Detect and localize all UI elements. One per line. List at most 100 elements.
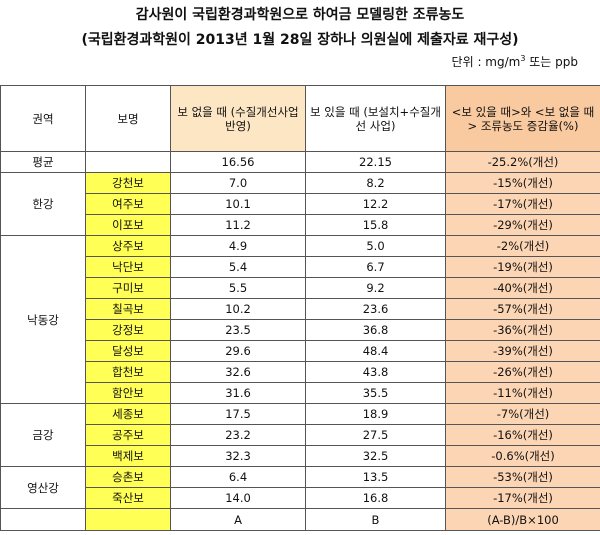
- value-cell: 43.8: [305, 361, 446, 383]
- weir-name: 백제보: [85, 445, 171, 467]
- value-cell: 16.56: [170, 151, 306, 173]
- weir-name: 죽산보: [85, 487, 171, 509]
- value-cell: -17%(개선): [445, 193, 600, 215]
- data-row: 달성보 29.6 48.4 -39%(개선): [1, 340, 600, 362]
- weir-name: 세종보: [85, 403, 171, 425]
- data-row: 강정보 23.5 36.8 -36%(개선): [1, 319, 600, 341]
- data-row: 함안보 31.6 35.5 -11%(개선): [1, 382, 600, 404]
- value-cell: 9.2: [305, 277, 446, 299]
- value-cell: -53%(개선): [445, 466, 600, 488]
- value-cell: 7.0: [170, 172, 306, 194]
- header-cell: 보명: [85, 85, 171, 152]
- value-cell: -17%(개선): [445, 487, 600, 509]
- value-cell: -25.2%(개선): [445, 151, 600, 173]
- value-cell: -11%(개선): [445, 382, 600, 404]
- formula-cell: A: [170, 508, 306, 531]
- value-cell: -0.6%(개선): [445, 445, 600, 467]
- value-cell: 32.6: [170, 361, 306, 383]
- value-cell: 5.4: [170, 256, 306, 278]
- data-row: 낙단보 5.4 6.7 -19%(개선): [1, 256, 600, 278]
- value-cell: 35.5: [305, 382, 446, 404]
- value-cell: 22.15: [305, 151, 446, 173]
- data-row: 한강 강천보 7.0 8.2 -15%(개선): [0, 172, 600, 236]
- formula-cell: (A-B)/B×100: [445, 508, 600, 531]
- value-cell: 5.0: [305, 235, 446, 257]
- value-cell: 5.5: [170, 277, 306, 299]
- data-row: 여주보 10.1 12.2 -17%(개선): [1, 193, 600, 215]
- empty-cell: [0, 508, 86, 531]
- value-cell: -40%(개선): [445, 277, 600, 299]
- value-cell: 23.5: [170, 319, 306, 341]
- value-cell: 8.2: [305, 172, 446, 194]
- value-cell: 17.5: [170, 403, 306, 425]
- weir-name: 승촌보: [85, 466, 171, 488]
- data-row: 백제보 32.3 32.5 -0.6%(개선): [1, 445, 600, 467]
- weir-name: 달성보: [85, 340, 171, 362]
- header-cell: 보 없을 때 (수질개선사업 반영): [170, 85, 306, 152]
- value-cell: 29.6: [170, 340, 306, 362]
- weir-name: 함안보: [85, 382, 171, 404]
- value-cell: 12.2: [305, 193, 446, 215]
- unit-text: 또는 ppb: [525, 55, 578, 69]
- value-cell: 23.6: [305, 298, 446, 320]
- header-cell: <보 있을 때>와 <보 없을 때> 조류농도 증감율(%): [445, 85, 600, 152]
- header-cell: 권역: [0, 85, 86, 152]
- value-cell: 36.8: [305, 319, 446, 341]
- region-cell: 한강: [0, 172, 86, 236]
- footer-row: A B (A-B)/B×100: [0, 508, 600, 531]
- value-cell: -26%(개선): [445, 361, 600, 383]
- value-cell: 32.5: [305, 445, 446, 467]
- average-row: 평균 16.56 22.15 -25.2%(개선): [0, 151, 600, 173]
- data-row: 구미보 5.5 9.2 -40%(개선): [1, 277, 600, 299]
- empty-cell: [85, 508, 171, 531]
- value-cell: 31.6: [170, 382, 306, 404]
- subtitle: (국립환경과학원이 2013년 1월 28일 장하나 의원실에 제출자료 재구성…: [81, 32, 519, 48]
- weir-name: 여주보: [85, 193, 171, 215]
- weir-name: 합천보: [85, 361, 171, 383]
- header-cell: 보 있을 때 (보설치+수질개선 사업): [305, 85, 446, 152]
- value-cell: -19%(개선): [445, 256, 600, 278]
- value-cell: -57%(개선): [445, 298, 600, 320]
- value-cell: -16%(개선): [445, 424, 600, 446]
- table: 권역 보명 보 없을 때 (수질개선사업 반영) 보 있을 때 (보설치+수질개선 사…: [0, 85, 600, 531]
- value-cell: 23.2: [170, 424, 306, 446]
- value-cell: 14.0: [170, 487, 306, 509]
- weir-name: 낙단보: [85, 256, 171, 278]
- value-cell: 32.3: [170, 445, 306, 467]
- value-cell: 15.8: [305, 214, 446, 236]
- empty-cell: [85, 151, 171, 173]
- value-cell: -2%(개선): [445, 235, 600, 257]
- value-cell: 18.9: [305, 403, 446, 425]
- title: 감사원이 국립환경과학원으로 하여금 모델링한 조류농도: [135, 7, 465, 23]
- value-cell: 4.9: [170, 235, 306, 257]
- data-row: 영산강 승촌보 6.4 13.5 -53%(개선): [0, 466, 600, 509]
- data-row: 합천보 32.6 43.8 -26%(개선): [1, 361, 600, 383]
- value-cell: -39%(개선): [445, 340, 600, 362]
- weir-name: 칠곡보: [85, 298, 171, 320]
- value-cell: 48.4: [305, 340, 446, 362]
- value-cell: 13.5: [305, 466, 446, 488]
- data-row: 낙동강 상주보 4.9 5.0 -2%(개선): [0, 235, 600, 404]
- data-row: 공주보 23.2 27.5 -16%(개선): [1, 424, 600, 446]
- unit-sup: 3: [520, 54, 526, 63]
- value-cell: 10.2: [170, 298, 306, 320]
- value-cell: -29%(개선): [445, 214, 600, 236]
- weir-name: 공주보: [85, 424, 171, 446]
- data-row: 칠곡보 10.2 23.6 -57%(개선): [1, 298, 600, 320]
- header-row: 권역 보명 보 없을 때 (수질개선사업 반영) 보 있을 때 (보설치+수질개선 사…: [0, 85, 600, 152]
- weir-name: 상주보: [85, 235, 171, 257]
- data-row: 죽산보 14.0 16.8 -17%(개선): [1, 487, 600, 509]
- value-cell: 16.8: [305, 487, 446, 509]
- weir-name: 구미보: [85, 277, 171, 299]
- data-row: 금강 세종보 17.5 18.9 -7%(개선): [0, 403, 600, 467]
- value-cell: -7%(개선): [445, 403, 600, 425]
- value-cell: 27.5: [305, 424, 446, 446]
- unit-text: 단위 : mg/m: [451, 55, 521, 69]
- region-cell: 금강: [0, 403, 86, 467]
- weir-name: 이포보: [85, 214, 171, 236]
- value-cell: 11.2: [170, 214, 306, 236]
- value-cell: 6.4: [170, 466, 306, 488]
- value-cell: -15%(개선): [445, 172, 600, 194]
- weir-name: 강정보: [85, 319, 171, 341]
